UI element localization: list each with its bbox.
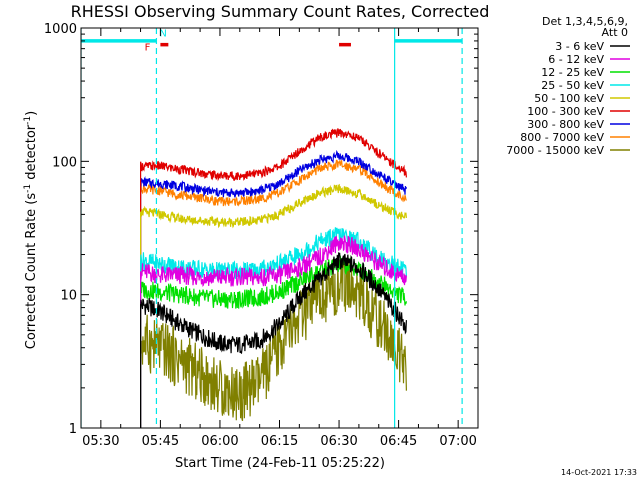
x-tick-label-2: 06:00 — [201, 434, 238, 449]
x-tick-label-3: 06:15 — [261, 434, 298, 449]
y-axis-label: Corrected Count Rate (s-1 detector-1) — [23, 111, 39, 349]
flag-label-n: N — [159, 29, 166, 40]
legend-label-4: 50 - 100 keV — [534, 92, 604, 105]
chart-title: RHESSI Observing Summary Count Rates, Co… — [71, 2, 490, 21]
x-tick-label-0: 05:30 — [82, 434, 119, 449]
series-line-7 — [140, 159, 407, 428]
flag-label-f: F — [145, 42, 151, 53]
y-axis-label-mid: detector — [24, 124, 39, 184]
x-axis-label: Start Time (24-Feb-11 05:25:22) — [175, 456, 385, 471]
y-tick-label-1: 10 — [60, 289, 77, 304]
legend-header-0: Det 1,3,4,5,6,9, — [542, 15, 628, 28]
legend-label-0: 3 - 6 keV — [555, 40, 604, 53]
series-line-5 — [140, 128, 407, 428]
legend-header-1: Att 0 — [602, 26, 628, 39]
axes: 05:30 05:45 06:00 06:15 06:30 06:45 07:00 1 10 10… — [44, 22, 479, 449]
y-axis-label-end: ) — [24, 111, 39, 116]
x-tick-label-5: 06:45 — [380, 434, 417, 449]
y-tick-label-3: 1000 — [44, 22, 77, 37]
series-line-0 — [140, 252, 407, 428]
series-line-1 — [140, 235, 407, 428]
legend-label-2: 12 - 25 keV — [541, 66, 604, 79]
y-axis-label-sup1: -1 — [23, 184, 33, 193]
plot-area: FN — [81, 28, 463, 428]
footer-timestamp: 14-Oct-2021 17:33 — [561, 468, 637, 477]
y-axis-label-sup2: -1 — [23, 116, 33, 125]
series-line-4 — [140, 183, 407, 428]
x-tick-label-4: 06:30 — [320, 434, 357, 449]
y-tick-label-0: 1 — [69, 422, 77, 437]
legend-label-5: 100 - 300 keV — [527, 105, 604, 118]
series-line-6 — [140, 149, 407, 428]
legend-label-6: 300 - 800 keV — [527, 118, 604, 131]
legend-label-1: 6 - 12 keV — [548, 53, 604, 66]
legend-label-3: 25 - 50 keV — [541, 79, 604, 92]
x-tick-label-6: 07:00 — [439, 434, 476, 449]
y-axis-label-main: Corrected Count Rate (s — [24, 193, 39, 350]
legend-label-7: 800 - 7000 keV — [520, 131, 604, 144]
x-tick-label-1: 05:45 — [142, 434, 179, 449]
plot-inner — [81, 28, 463, 428]
y-tick-label-2: 100 — [52, 155, 77, 170]
legend-label-8: 7000 - 15000 keV — [506, 144, 604, 157]
